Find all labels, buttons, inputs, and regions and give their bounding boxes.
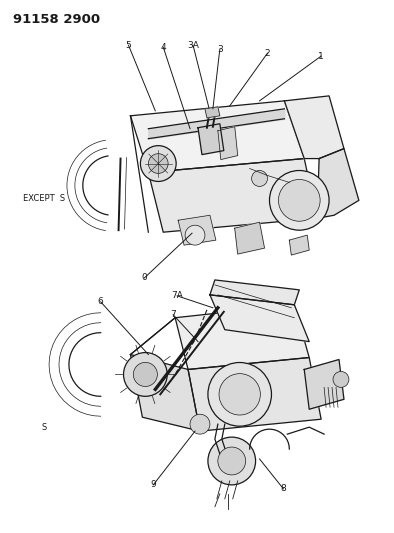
Polygon shape <box>130 354 200 431</box>
Polygon shape <box>210 295 309 342</box>
Circle shape <box>279 180 320 221</box>
Circle shape <box>133 362 157 386</box>
Polygon shape <box>284 96 344 158</box>
Text: EXCEPT  S: EXCEPT S <box>23 194 65 203</box>
Polygon shape <box>178 215 216 245</box>
Text: 4: 4 <box>160 43 166 52</box>
Circle shape <box>218 447 245 475</box>
Circle shape <box>219 374 260 415</box>
Circle shape <box>208 437 256 485</box>
Text: 5: 5 <box>126 41 131 50</box>
Text: 3A: 3A <box>187 41 199 50</box>
Text: 7: 7 <box>170 310 176 319</box>
Text: 91158 2900: 91158 2900 <box>13 13 100 26</box>
Circle shape <box>252 171 268 187</box>
Text: 9: 9 <box>151 480 156 489</box>
Polygon shape <box>210 280 299 305</box>
Circle shape <box>190 414 210 434</box>
Circle shape <box>185 225 205 245</box>
Polygon shape <box>235 222 264 254</box>
Polygon shape <box>149 158 317 232</box>
Text: S: S <box>41 423 46 432</box>
Polygon shape <box>317 149 359 218</box>
Polygon shape <box>218 127 238 159</box>
Text: 6: 6 <box>98 297 104 306</box>
Polygon shape <box>130 101 304 173</box>
Polygon shape <box>175 305 309 369</box>
Circle shape <box>124 352 167 397</box>
Circle shape <box>149 154 168 173</box>
Circle shape <box>333 372 349 387</box>
Polygon shape <box>188 358 321 431</box>
Circle shape <box>269 171 329 230</box>
Polygon shape <box>198 124 224 155</box>
Text: 1: 1 <box>318 52 324 61</box>
Polygon shape <box>289 235 309 255</box>
Text: 3: 3 <box>217 45 223 54</box>
Polygon shape <box>304 360 344 409</box>
Circle shape <box>208 362 271 426</box>
Text: 0: 0 <box>141 273 147 282</box>
Text: 2: 2 <box>265 49 270 58</box>
Circle shape <box>140 146 176 181</box>
Text: 7A: 7A <box>171 292 183 301</box>
Polygon shape <box>205 107 220 118</box>
Text: 8: 8 <box>281 484 286 494</box>
